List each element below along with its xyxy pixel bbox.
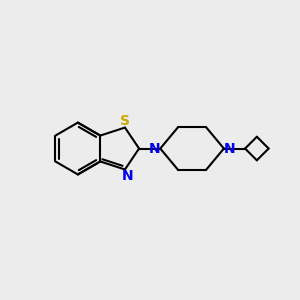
Text: N: N	[224, 142, 235, 155]
Text: N: N	[149, 142, 161, 155]
Text: S: S	[120, 114, 130, 128]
Text: N: N	[122, 169, 133, 183]
